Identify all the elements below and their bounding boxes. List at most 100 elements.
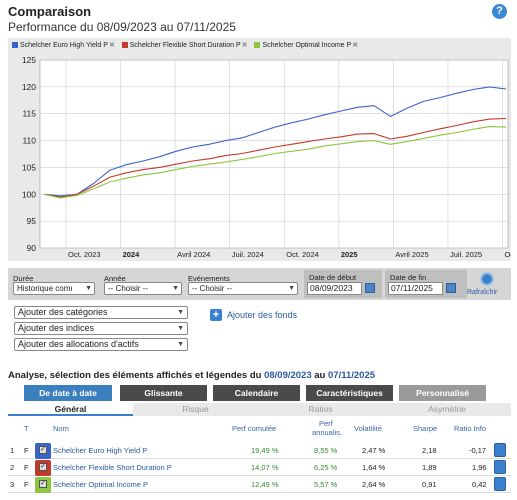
row-type: F xyxy=(24,463,29,472)
col-nom[interactable]: Nom xyxy=(53,424,69,433)
close-icon[interactable]: ✕ xyxy=(352,42,359,49)
row-checkbox[interactable]: ✓ xyxy=(39,480,47,488)
y-tick-label: 100 xyxy=(22,189,36,199)
row-type: F xyxy=(24,446,29,455)
col-t: T xyxy=(24,424,29,433)
row-checkbox[interactable]: ✓ xyxy=(39,446,47,454)
col-volatilite[interactable]: Volatilité xyxy=(354,424,382,433)
chevron-down-icon: ▼ xyxy=(85,285,92,292)
close-icon[interactable]: ✕ xyxy=(241,42,248,49)
tab-caracteristiques[interactable]: Caractéristiques xyxy=(306,385,393,401)
help-icon[interactable]: ? xyxy=(492,4,507,19)
ratio-info: 1,96 xyxy=(472,463,487,472)
legend-swatch xyxy=(254,42,261,48)
y-tick-label: 90 xyxy=(27,243,37,253)
sharpe: 2,18 xyxy=(422,446,437,455)
add-categories-select[interactable]: Ajouter des catégories ▼ xyxy=(14,306,188,319)
date-fin-label: Date de fin xyxy=(390,273,427,282)
col-perf-annualisee-2[interactable]: annualis. xyxy=(312,428,343,437)
series-line xyxy=(43,117,507,198)
page-title: Comparaison xyxy=(8,4,92,19)
y-tick-label: 110 xyxy=(22,136,36,146)
x-tick-label: 2025 xyxy=(341,250,358,259)
row-type: F xyxy=(24,480,29,489)
fund-name-link[interactable]: Schelcher Flexible Short Duration P xyxy=(53,463,172,472)
tab-glissante[interactable]: Glissante xyxy=(120,385,207,401)
detail-icon[interactable] xyxy=(494,477,506,491)
ratio-info: -0,17 xyxy=(469,446,487,455)
y-tick-label: 115 xyxy=(22,109,36,119)
annee-select[interactable]: -- Choisir -- ▼ xyxy=(104,282,182,295)
close-icon[interactable]: ✕ xyxy=(108,42,115,49)
tab-de-date-a-date[interactable]: De date à date xyxy=(24,385,112,401)
chevron-down-icon: ▼ xyxy=(177,325,184,332)
subtab-ratios[interactable]: Ratios xyxy=(308,404,333,414)
volatilite: 2,47 % xyxy=(362,446,386,455)
sharpe: 1,89 xyxy=(422,463,437,472)
series-line xyxy=(43,86,507,197)
page-subtitle: Performance du 08/09/2023 au 07/11/2025 xyxy=(8,20,236,34)
detail-icon[interactable] xyxy=(494,460,506,474)
legend-swatch xyxy=(12,42,18,48)
row-number: 1 xyxy=(10,446,15,455)
perf-annualisee: 5,57 % xyxy=(314,480,338,489)
table-row: 1 F ✓ Schelcher Euro High Yield P 19,49 … xyxy=(8,442,511,459)
col-sharpe[interactable]: Sharpe xyxy=(413,424,438,433)
perf-annualisee: 6,25 % xyxy=(314,463,338,472)
fund-name-link[interactable]: Schelcher Euro High Yield P xyxy=(53,446,148,455)
refresh-icon[interactable] xyxy=(480,272,494,286)
analysis-date-from: 08/09/2023 xyxy=(264,370,312,381)
evenements-select[interactable]: -- Choisir -- ▼ xyxy=(188,282,298,295)
plus-icon[interactable]: + xyxy=(210,309,222,321)
performance-chart: 90 95 100 105 110 115 120 125 Oct. 2023 2024 Avril… xyxy=(22,55,511,259)
calendar-icon[interactable] xyxy=(446,283,456,293)
subtab-asymetrie[interactable]: Asymétrie xyxy=(428,404,466,414)
x-tick-label: Juil. 2024 xyxy=(232,250,264,259)
add-allocations-select[interactable]: Ajouter des allocations d'actifs ▼ xyxy=(14,338,188,351)
annee-label: Année xyxy=(104,274,126,283)
legend-item-flexible[interactable]: Schelcher Flexible Short Duration P✕ xyxy=(121,41,248,49)
fund-name-link[interactable]: Schelcher Optimal Income P xyxy=(53,480,149,489)
volatilite: 1,64 % xyxy=(362,463,386,472)
legend-item-optimal[interactable]: Schelcher Optimal Income P✕ xyxy=(254,41,358,49)
row-number: 2 xyxy=(10,463,15,472)
perf-annualisee: 8,55 % xyxy=(314,446,338,455)
detail-icon[interactable] xyxy=(494,443,506,457)
col-perf-annualisee-1[interactable]: Perf xyxy=(319,419,333,428)
tab-calendaire[interactable]: Calendaire xyxy=(213,385,300,401)
subtabs: Général Risque Ratios Asymétrie xyxy=(8,403,511,416)
duree-select[interactable]: Historique comı ▼ xyxy=(13,282,95,295)
analysis-heading: Analyse, sélection des éléments affichés… xyxy=(8,370,375,381)
col-ratio-info[interactable]: Ratio Info xyxy=(454,424,487,433)
legend-label: Schelcher Optimal Income P xyxy=(262,42,352,49)
add-indices-label: Ajouter des indices xyxy=(18,323,95,333)
col-perf-cumulee[interactable]: Perf cumulée xyxy=(232,424,277,433)
chevron-down-icon: ▼ xyxy=(177,341,184,348)
table-row: 2 F ✓ Schelcher Flexible Short Duration … xyxy=(8,459,511,476)
date-fin-input[interactable]: 07/11/2025 xyxy=(388,282,443,295)
row-checkbox[interactable]: ✓ xyxy=(39,463,47,471)
chart-legend: Schelcher Euro High Yield P✕ Schelcher F… xyxy=(12,41,363,49)
perf-cumulee: 12,49 % xyxy=(251,480,279,489)
refresh-label[interactable]: Rafraîchir xyxy=(467,289,498,296)
calendar-icon[interactable] xyxy=(365,283,375,293)
sharpe: 0,91 xyxy=(422,480,437,489)
chevron-down-icon: ▼ xyxy=(288,285,295,292)
table-header: T Nom Perf cumulée Perf annualis. Volati… xyxy=(8,418,511,442)
perf-cumulee: 14,07 % xyxy=(251,463,279,472)
add-funds-link[interactable]: Ajouter des fonds xyxy=(227,310,298,320)
subtab-risque[interactable]: Risque xyxy=(182,404,209,414)
annee-value: -- Choisir -- xyxy=(108,284,148,293)
legend-label: Schelcher Flexible Short Duration P xyxy=(129,42,241,49)
add-allocations-label: Ajouter des allocations d'actifs xyxy=(18,339,139,349)
analysis-prefix: Analyse, sélection des éléments affichés… xyxy=(8,370,265,381)
x-tick-label: Juil. 2025 xyxy=(450,250,482,259)
date-debut-label: Date de début xyxy=(309,273,357,282)
tab-personnalise[interactable]: Personnalisé xyxy=(399,385,486,401)
chart-panel: Schelcher Euro High Yield P✕ Schelcher F… xyxy=(8,38,511,261)
chevron-down-icon: ▼ xyxy=(172,285,179,292)
subtab-general[interactable]: Général xyxy=(8,403,133,416)
legend-item-high-yield[interactable]: Schelcher Euro High Yield P✕ xyxy=(12,41,115,49)
date-debut-input[interactable]: 08/09/2023 xyxy=(307,282,362,295)
add-indices-select[interactable]: Ajouter des indices ▼ xyxy=(14,322,188,335)
